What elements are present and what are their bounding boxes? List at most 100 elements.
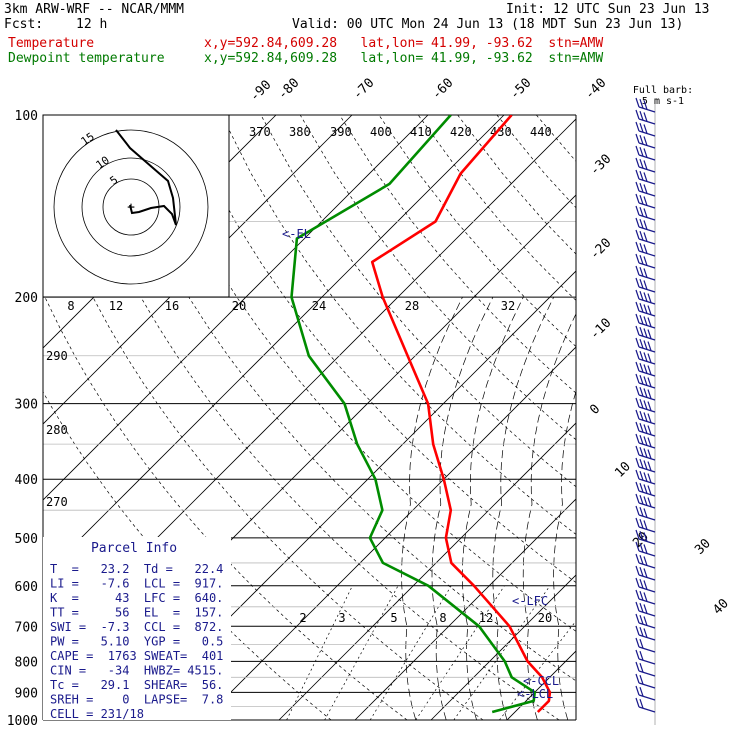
wind-barb-feather [635, 661, 640, 672]
wind-barb [638, 322, 656, 329]
sounding-traces [290, 115, 552, 714]
isotherm-label: -10 [587, 316, 614, 343]
level-annotation: <-EL [282, 227, 311, 241]
wind-barb-feather [635, 421, 640, 432]
wind-barb-feather [643, 376, 648, 386]
forecast-hour: 12 h [76, 17, 108, 32]
wind-barb-feather [643, 220, 648, 230]
wind-barb-feather [643, 364, 648, 374]
wind-barb-feather [643, 616, 648, 626]
wind-barb-feather [647, 389, 652, 399]
mixing-ratio-label: 20 [538, 611, 552, 625]
wind-barb-feather [647, 329, 652, 339]
wind-barb-feather [639, 423, 644, 433]
wind-barb-feather [639, 567, 644, 577]
wind-barb-feather [639, 339, 644, 349]
wind-barb-feather [639, 231, 644, 241]
wind-barb-feather [639, 555, 644, 565]
isotherm [43, 115, 353, 425]
theta-label: 420 [450, 125, 472, 139]
wind-barb [638, 550, 656, 557]
wind-barb-feather [639, 531, 644, 541]
isotherm [278, 422, 576, 720]
wind-barb-feather [635, 613, 640, 624]
wind-barb-feather [643, 568, 648, 578]
wind-barb-feather [639, 411, 644, 421]
moist-adiabat [431, 296, 494, 720]
wind-barb-feather [639, 123, 644, 133]
wind-barb-feather [643, 520, 648, 530]
wind-barb-feather [635, 577, 640, 588]
pressure-label: 400 [15, 473, 38, 488]
mixing-ratio-line [286, 585, 353, 720]
wind-barb-feather [635, 469, 640, 480]
isotherm [430, 574, 576, 720]
wind-barb-feather [635, 193, 640, 204]
wind-barb-feather [643, 556, 648, 566]
wind-barb-feather [635, 589, 640, 600]
temperature-trace [370, 115, 552, 713]
wind-barb-feather [635, 505, 640, 516]
wind-scale-tick: 12 [109, 299, 123, 313]
wind-barb-feather [643, 268, 648, 278]
wind-barb-feather [635, 397, 640, 408]
pressure-label: 300 [15, 398, 38, 413]
isotherm [43, 115, 505, 577]
hodograph-ring-label: 10 [94, 154, 112, 172]
dry-adiabat [496, 115, 576, 209]
wind-barb [638, 538, 656, 545]
wind-barb-feather [635, 109, 640, 120]
wind-barb-feather [635, 553, 640, 564]
theta-label: 380 [289, 125, 311, 139]
wind-barb-feather [635, 181, 640, 192]
wind-barb-feather [647, 317, 652, 327]
wind-scale-tick: 8 [67, 299, 74, 313]
wind-barb [638, 274, 656, 281]
isotherm-label: -70 [350, 76, 377, 103]
model-title: 3km ARW-WRF -- NCAR/MMM [4, 2, 185, 17]
wind-barb-feather [647, 305, 652, 315]
pressure-label: 1000 [7, 714, 38, 729]
wind-barb-feather [639, 279, 644, 289]
wind-barb [638, 682, 656, 689]
wind-barb-feather [635, 529, 640, 540]
dry-adiabat [575, 115, 576, 116]
parcel-row: SREH = 0 LAPSE= 7.8 [50, 693, 223, 707]
wind-barb [638, 646, 656, 653]
wind-barb [638, 346, 656, 353]
pressure-label: 900 [15, 686, 38, 701]
wind-barb-feather [643, 100, 648, 110]
isotherm-label: 0 [587, 402, 603, 418]
wind-barb-legend-units: 5 m s-1 [642, 96, 684, 107]
wind-barb [638, 406, 656, 413]
wind-barb [638, 238, 656, 245]
wind-barb [638, 610, 656, 617]
isotherm [506, 650, 576, 720]
wind-barb [638, 154, 656, 161]
pressure-labels: 100 200 300 400 500 600 700 800 900 1000 [7, 109, 38, 729]
pressure-label: 800 [15, 655, 38, 670]
wind-barb-feather [647, 461, 652, 471]
dry-adiabat [181, 115, 576, 583]
parcel-row: K = 43 LFC = 640. [50, 591, 223, 605]
wind-barb-feather [643, 580, 648, 590]
wind-barb-feather [639, 675, 644, 685]
parcel-info-box: Parcel Info T = 23.2 Td = 22.4LI = -7.6 L… [43, 537, 231, 721]
theta-label: 270 [46, 495, 68, 509]
wind-barb-feather [635, 289, 640, 300]
isotherm-label: -80 [275, 76, 302, 103]
wind-barb-feather [639, 543, 644, 553]
parcel-title: Parcel Info [91, 541, 177, 556]
dry-adiabat [378, 115, 576, 348]
wind-barb-feather [639, 387, 644, 397]
parcel-row: CIN = -34 HWBZ= 4515. [50, 664, 223, 678]
wind-barb-feather [635, 697, 640, 708]
wind-barb-feather [639, 495, 644, 505]
parcel-box-bg [43, 537, 231, 720]
wind-barb-feather [643, 292, 648, 302]
wind-barb-feather [643, 208, 648, 218]
wind-barb-feather [635, 673, 640, 684]
wind-barb-feather [639, 219, 644, 229]
parcel-row: Tc = 29.1 SHEAR= 56. [50, 678, 223, 692]
